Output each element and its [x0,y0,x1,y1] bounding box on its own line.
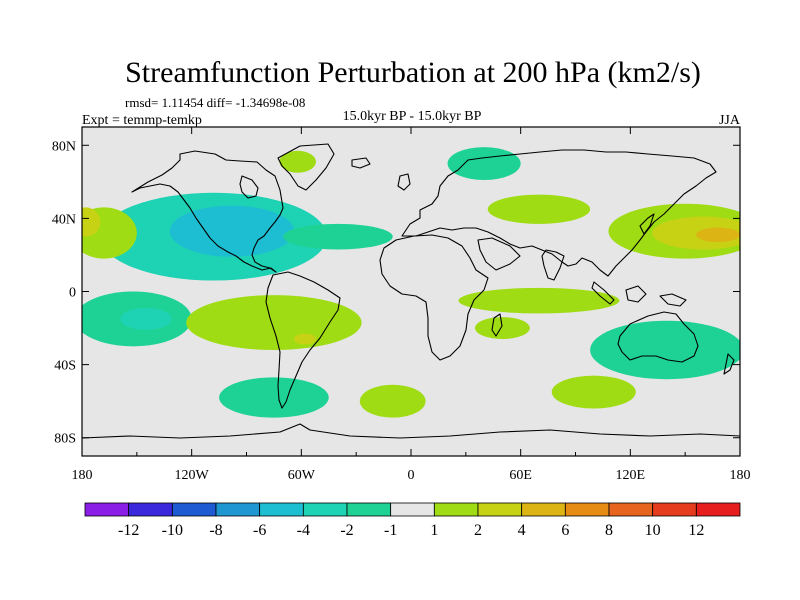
colorbar-label: -6 [253,522,266,539]
stats-label: rmsd= 1.11454 diff= -1.34698e-08 [125,95,305,110]
field-region-patagonia-negative [219,377,329,418]
colorbar-swatch [302,502,348,517]
colorbar-label: -2 [340,522,353,539]
field-region-date-line-positive-west [82,207,101,237]
field-region-greenland-positive [279,150,316,173]
colorbar-swatch [215,502,261,517]
colorbar-label: 12 [688,522,704,539]
x-tick-label: 120E [616,468,646,483]
eurasia-coast [401,149,717,277]
field-region-mozambique-positive [474,317,530,340]
borneo-coast [625,285,647,303]
africa-coast [379,234,489,361]
colorbar-label: -8 [209,522,222,539]
new-guinea-coast [659,293,687,307]
x-tick-label: 60W [288,468,316,483]
colorbar-label: -10 [162,522,183,539]
colorbar-label: -1 [384,522,397,539]
colorbar-swatch [652,502,697,517]
colorbar-label: 4 [518,522,526,539]
right-label: JJA [719,113,741,128]
colorbar-label: 2 [474,522,482,539]
y-tick-label: 80N [52,139,76,154]
south-america-coast [265,271,341,409]
field-region-west-asia-positive [487,194,591,224]
y-tick-label: 0 [69,286,76,301]
colorbar-label: 8 [605,522,613,539]
field-region-south-america-positive [186,295,362,350]
colorbar-swatch [477,502,523,517]
antarctica-coast [82,423,740,439]
x-axis: 180 120W 60W 0 60E 120E 180 [72,127,751,483]
field-region-australia-negative [590,320,740,380]
colorbar-label: -4 [297,522,310,539]
colorbar-label: 10 [645,522,661,539]
left-label: Expt = temmp-temkp [82,113,202,128]
field-region-atlantic-negative-tail [283,223,393,250]
field-region-north-america-core [169,205,295,257]
colorbar-swatch [433,502,479,517]
y-tick-label: 80S [54,432,76,447]
colorbar-swatch [84,502,130,517]
colorbar-label: 6 [561,522,569,539]
field-region-scandinavia-negative [447,147,521,181]
field-region-indian-ocean-positive [458,287,620,314]
x-tick-label: 180 [730,468,751,483]
x-tick-label: 180 [72,468,93,483]
chart-title: Streamfunction Perturbation at 200 hPa (… [125,56,701,89]
field-region-northwest-pacific-max [696,227,740,243]
y-tick-label: 40N [52,212,76,227]
colorbar-swatch [128,502,173,517]
madagascar-coast [491,313,503,337]
x-tick-label: 120W [175,468,210,483]
colorbar-swatch [608,502,654,517]
uk-coast [397,173,411,191]
x-tick-label: 60E [509,468,532,483]
center-label: 15.0kyr BP - 15.0kyr BP [343,109,482,124]
colorbar-swatch [564,502,610,517]
iceland-coast [351,157,371,169]
new-zealand-coast [723,353,735,375]
colorbar: -12 -10 -8 -6 -4 -2 -1 1 2 4 6 8 10 12 [84,502,741,539]
field-region-south-america-core [294,333,316,345]
japan-coast [639,213,655,235]
hudson-bay-coast [239,175,259,199]
colorbar-swatch [346,502,392,517]
field-region-south-atlantic-positive [359,384,426,418]
north-america-coast [131,150,284,273]
australia-coast [617,311,699,363]
colorbar-label: -12 [118,522,139,539]
field-region-east-pacific-positive [82,207,137,259]
colorbar-swatch [171,502,217,517]
colorbar-swatch [521,502,566,517]
colorbar-label: 1 [430,522,438,539]
india-coast [541,249,565,281]
y-axis: 80N 40N 0 40S 80S [52,139,740,447]
colorbar-swatch [259,502,304,517]
sumatra-coast [591,281,615,305]
map-area: 180 120W 60W 0 60E 120E 180 80N 40N 0 40S 80S [52,126,751,483]
y-tick-label: 40S [54,359,76,374]
x-tick-label: 0 [408,468,415,483]
colorbar-swatch [390,502,435,517]
field-region-south-indian-positive [551,375,636,409]
greenland-coast [277,143,335,191]
colorbar-swatch [695,502,741,517]
field-region-south-pacific-core [120,307,172,330]
arabia-coast [477,237,521,271]
coastlines [82,143,740,439]
